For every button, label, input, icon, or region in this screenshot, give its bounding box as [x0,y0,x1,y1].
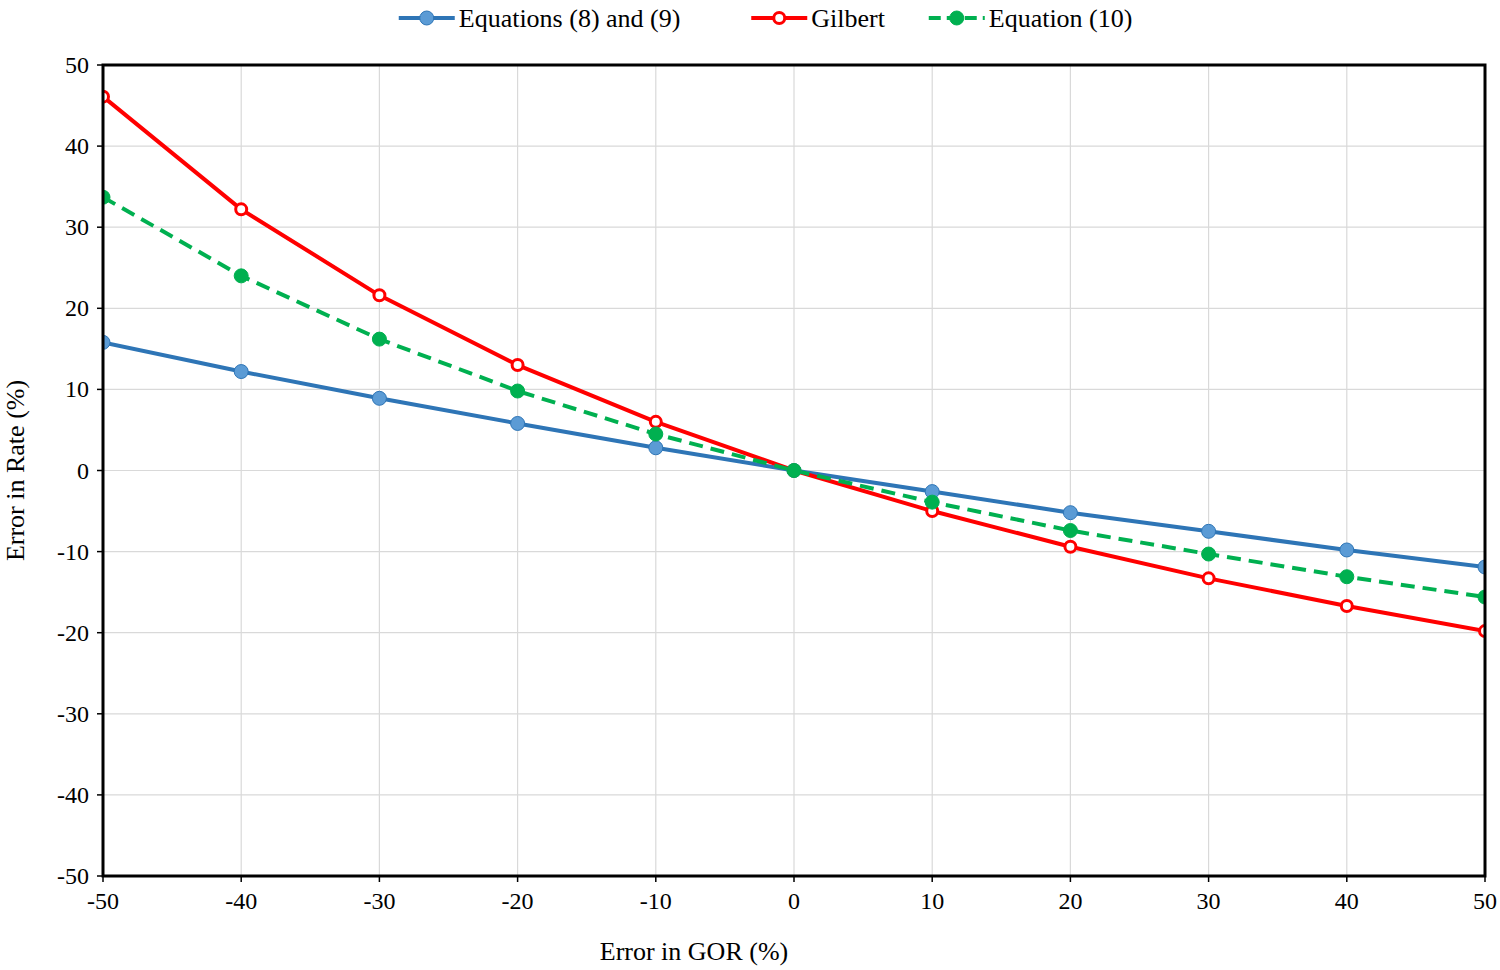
series-marker [374,290,385,301]
series-marker [1203,573,1214,584]
series-line [103,197,1485,597]
series-marker [649,441,663,455]
y-tick-label: -10 [57,539,89,565]
series-marker [1065,541,1076,552]
legend-marker [950,11,964,25]
y-grid-line [103,551,1485,552]
series-marker [511,384,525,398]
legend-marker [420,11,434,25]
legend-label: Equation (10) [989,4,1133,33]
y-grid-line [103,713,1485,714]
x-tick-label: 20 [1058,888,1082,914]
x-tick-label: 10 [920,888,944,914]
background [0,0,1500,970]
y-tick-label: 20 [65,295,89,321]
series-marker [234,269,248,283]
x-tick-label: -20 [502,888,534,914]
series-marker [1202,524,1216,538]
y-tick-label: 0 [77,458,89,484]
series-marker [649,427,663,441]
chart: -50 -40 -30 -20 -10 0 10 20 30 40 50 -50 -40 -30 -20 -1… [0,0,1500,970]
series-marker [1063,506,1077,520]
y-tick-label: -30 [57,701,89,727]
y-tick-label: -50 [57,863,89,889]
plot-frame [103,65,1485,876]
x-tick-label: 30 [1197,888,1221,914]
legend-marker [774,13,785,24]
series-marker [1063,524,1077,538]
x-tick-label: 40 [1335,888,1359,914]
y-tick-label: -20 [57,620,89,646]
y-grid-line [103,794,1485,795]
y-grid-line [103,308,1485,309]
series-marker [650,416,661,427]
y-grid-line [103,227,1485,228]
series-marker [1340,570,1354,584]
tick-labels: -50 -40 -30 -20 -10 0 10 20 30 40 50 -50 -40 -30 -20 -1… [57,52,1497,914]
x-tick-label: 0 [788,888,800,914]
series-marker [787,464,801,478]
series-marker [234,365,248,379]
series-marker [787,464,801,478]
y-grid-line [103,389,1485,390]
y-grid-line [103,632,1485,633]
series-marker [236,204,247,215]
series-marker [372,391,386,405]
series-line [103,342,1485,567]
series-marker [1341,600,1352,611]
y-grid-line [103,146,1485,147]
x-tick-label: -30 [363,888,395,914]
y-tick-label: 10 [65,376,89,402]
plot-data [103,91,1485,636]
x-tick-label: -10 [640,888,672,914]
grid [97,65,1485,882]
legend-label: Equations (8) and (9) [459,4,681,33]
series-line [103,97,1485,631]
x-axis-label: Error in GOR (%) [600,937,788,966]
x-tick-label: -50 [87,888,119,914]
legend-label: Gilbert [811,4,885,33]
y-tick-label: -40 [57,782,89,808]
series-marker [1202,547,1216,561]
x-tick-label: -40 [225,888,257,914]
series-marker [511,416,525,430]
y-tick-label: 30 [65,214,89,240]
series-marker [1340,543,1354,557]
y-tick-label: 40 [65,133,89,159]
y-axis-label: Error in Rate (%) [1,380,30,561]
series-marker [512,360,523,371]
y-tick-label: 50 [65,52,89,78]
legend: Equations (8) and (9) Gilbert Equation (10… [399,4,1133,33]
series-marker [372,332,386,346]
series-marker [925,495,939,509]
x-tick-label: 50 [1473,888,1497,914]
